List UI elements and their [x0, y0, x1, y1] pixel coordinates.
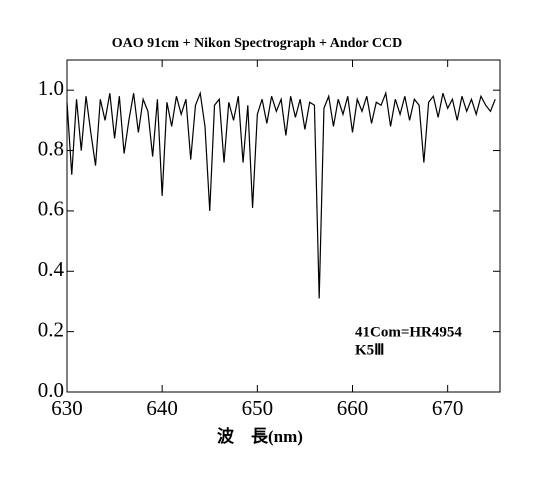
y-tick-label: 0.4	[38, 257, 65, 281]
x-tick-label: 660	[337, 396, 369, 420]
x-tick-label: 650	[242, 396, 274, 420]
y-tick-label: 0.0	[38, 378, 64, 402]
x-tick-label: 630	[51, 396, 83, 420]
chart-title: OAO 91cm + Nikon Spectrograph + Andor CC…	[112, 36, 402, 51]
plot-frame	[66, 59, 501, 393]
y-tick-label: 1.0	[38, 76, 64, 100]
x-axis-label: 波 長(nm)	[217, 426, 303, 446]
x-tick-label: 640	[146, 396, 178, 420]
y-tick-label: 0.6	[38, 197, 64, 221]
x-tick-label: 670	[432, 396, 464, 420]
y-tick-label: 0.8	[38, 136, 64, 160]
spectrum-line	[66, 90, 496, 299]
y-tick-label: 0.2	[38, 317, 64, 341]
annotation: 41Com=HR4954	[355, 324, 462, 340]
annotation: K5Ⅲ	[355, 342, 385, 358]
